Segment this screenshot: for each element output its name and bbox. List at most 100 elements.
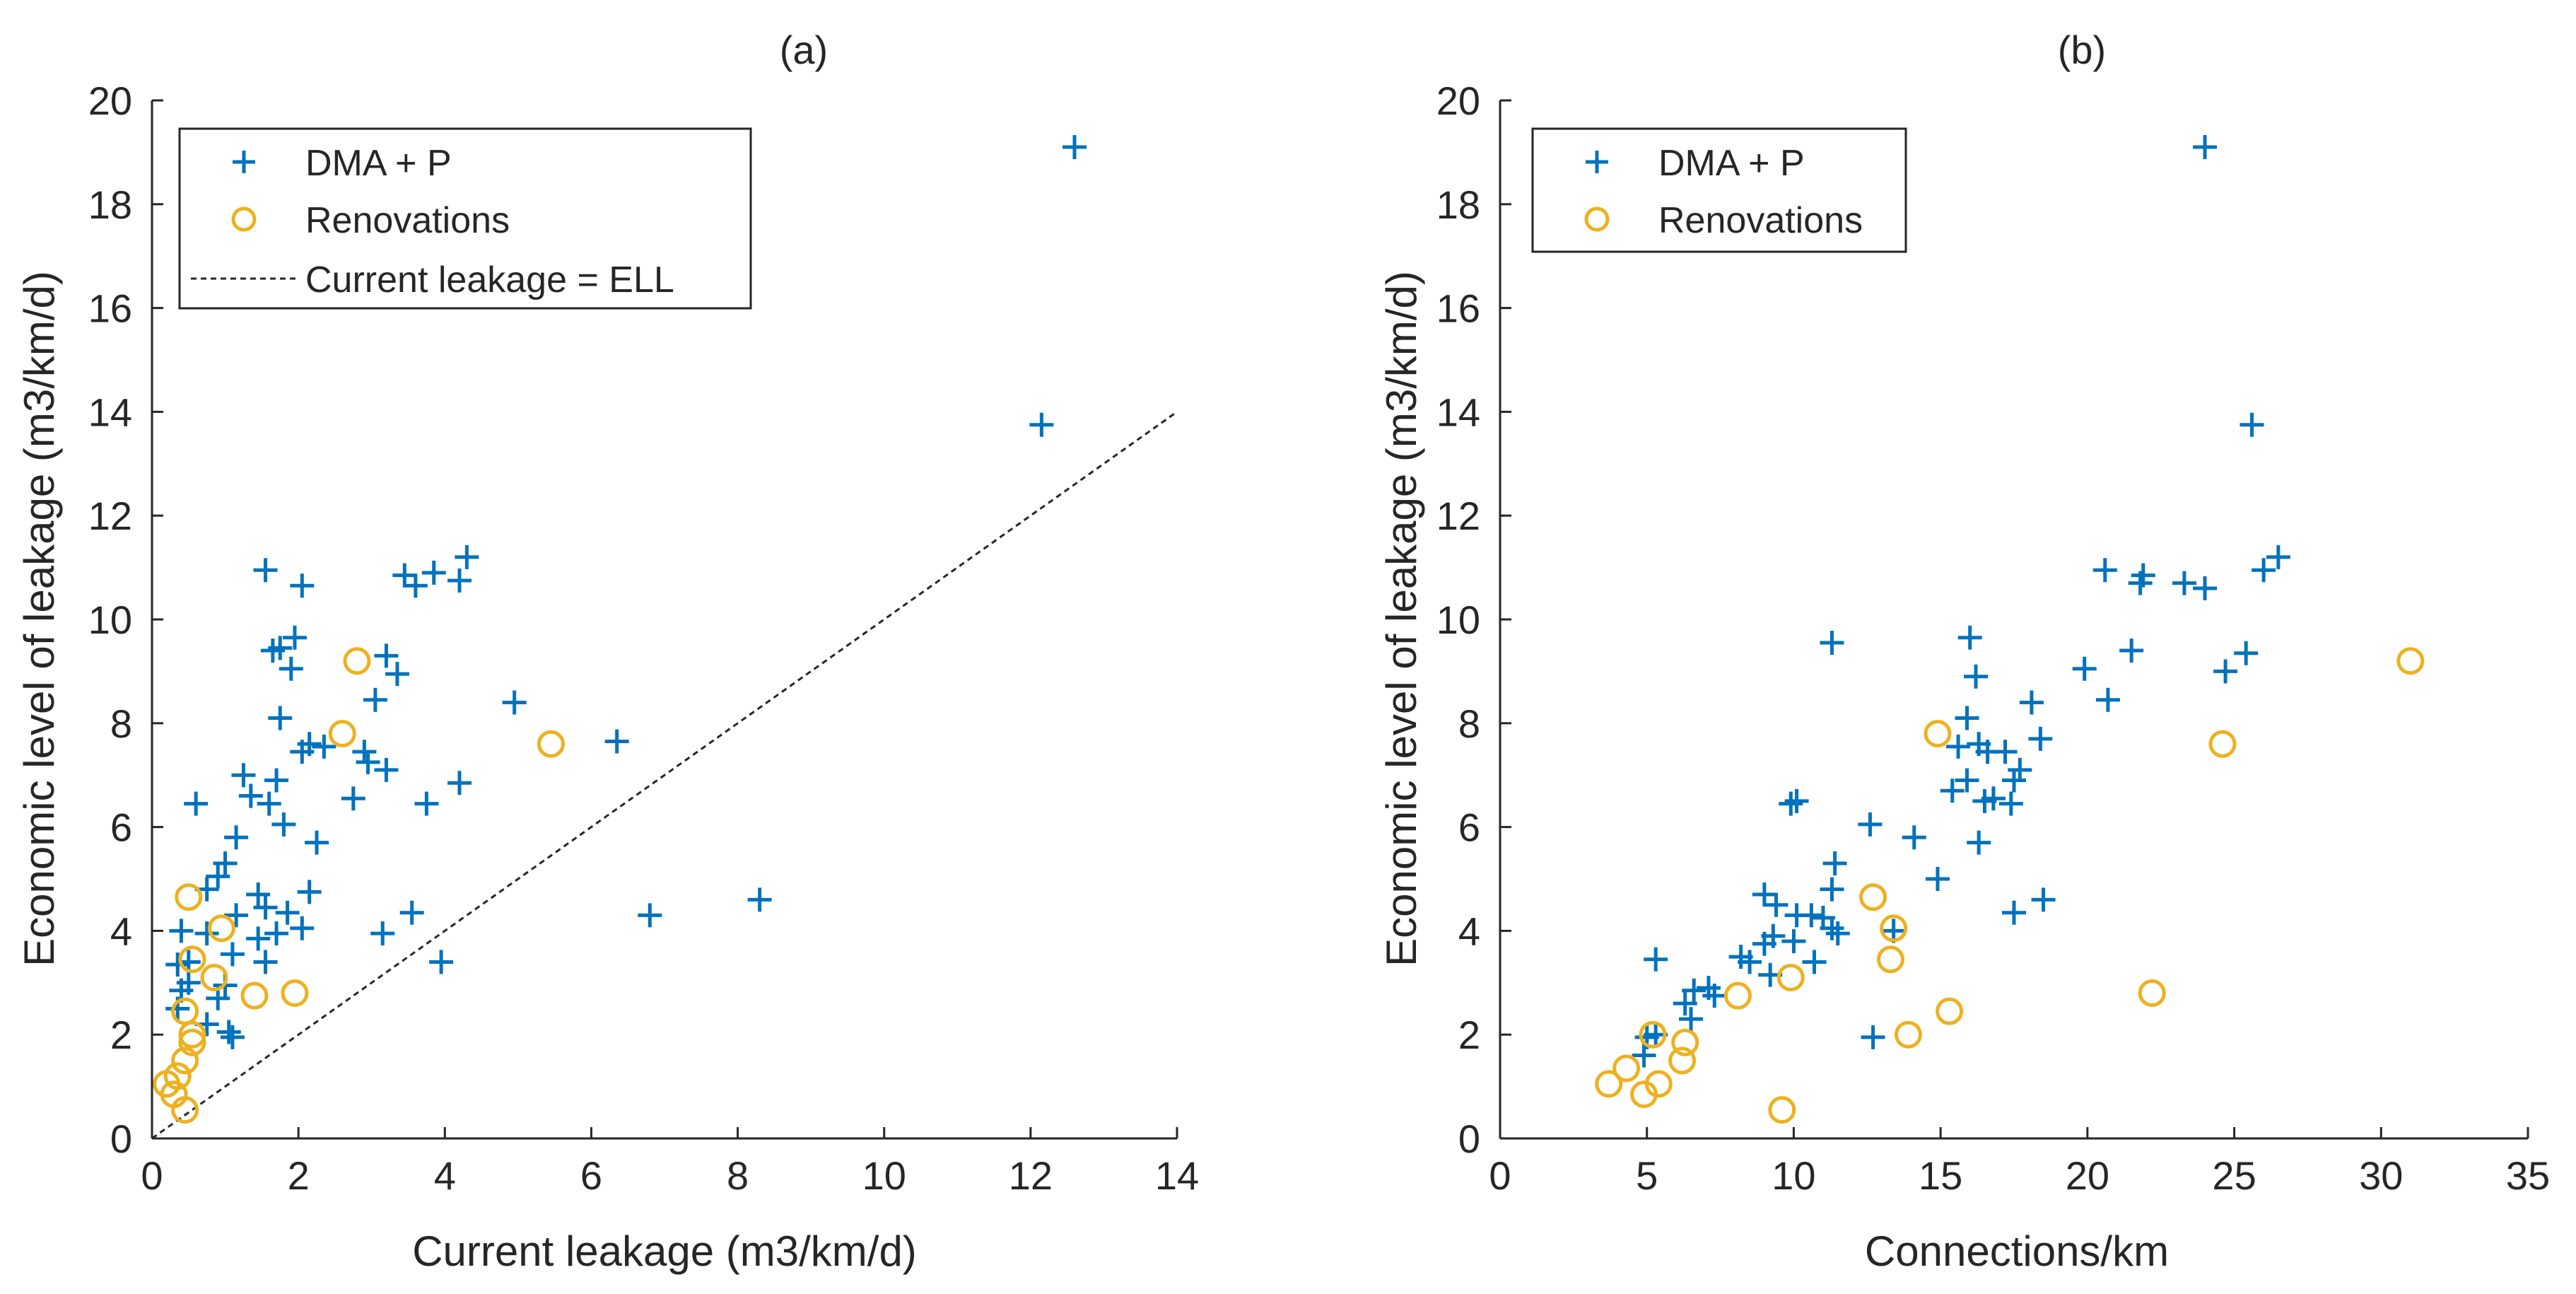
- dma-point: [374, 757, 399, 782]
- y-tick-label: 2: [110, 1013, 132, 1057]
- dma-point: [260, 639, 285, 663]
- panel-b: (b) 0 5 10 15 20 25 30 35 0 2 4 6 8 10 12 14 16 18 20 Conn…: [1378, 28, 2550, 1275]
- legend-label-renovations: Renovations: [1658, 200, 1863, 241]
- dma-point: [403, 573, 428, 598]
- dma-point: [194, 921, 219, 946]
- dma-point: [271, 812, 296, 837]
- renovation-point: [1630, 1080, 1658, 1109]
- dma-point: [1779, 791, 1803, 816]
- dma-point: [1764, 892, 1788, 917]
- dma-point: [264, 921, 289, 946]
- dma-point: [2002, 900, 2026, 925]
- panel-a-x-axis-label: Current leakage (m3/km/d): [412, 1228, 917, 1275]
- dma-point: [224, 825, 249, 850]
- y-tick-label: 4: [1458, 909, 1480, 953]
- legend-dma-marker: [233, 151, 255, 173]
- dma-point: [1673, 991, 1697, 1016]
- dma-point: [2266, 544, 2290, 569]
- renovation-point: [537, 730, 565, 758]
- dma-point: [1682, 978, 1706, 1003]
- dma-point: [1861, 1025, 1885, 1049]
- dma-point: [2031, 887, 2056, 912]
- renovation-point: [1595, 1070, 1623, 1098]
- y-tick-label: 4: [110, 909, 132, 953]
- renovation-point: [1936, 997, 1964, 1025]
- scatter-points-layer: [1595, 135, 2425, 1124]
- dma-point: [297, 880, 322, 904]
- dma-point: [1644, 947, 1668, 972]
- dma-point: [220, 1025, 245, 1049]
- dma-point: [1972, 788, 1997, 813]
- dma-point: [290, 916, 315, 940]
- dma-point: [224, 903, 249, 928]
- dma-point: [429, 950, 454, 974]
- dma-point: [638, 903, 662, 928]
- dma-point: [1963, 664, 1988, 689]
- panel-a-y-axis-label: Economic level of leakage (m3/km/d): [16, 271, 63, 967]
- x-tick-label: 0: [141, 1153, 163, 1198]
- renovation-point: [178, 945, 206, 974]
- dma-point: [253, 950, 278, 974]
- y-tick-label: 18: [88, 182, 132, 227]
- legend-renovations-marker: [231, 206, 257, 232]
- dma-point: [1784, 788, 1809, 813]
- x-tick-label: 30: [2359, 1153, 2403, 1198]
- reference-line-layer: [151, 411, 1178, 1140]
- y-tick-label: 14: [1436, 390, 1480, 434]
- dma-point: [2092, 558, 2117, 583]
- dma-point: [1799, 903, 1824, 928]
- dma-point: [1998, 791, 2023, 816]
- dma-point: [216, 1020, 241, 1044]
- dma-point: [421, 560, 446, 585]
- renovation-point: [1859, 883, 1887, 911]
- dma-point: [1967, 830, 1991, 855]
- renovation-point: [1924, 719, 1952, 747]
- x-tick-label: 35: [2506, 1153, 2550, 1198]
- scatter-points-layer: [153, 135, 1087, 1124]
- dma-point: [1955, 768, 1979, 793]
- renovation-point: [200, 963, 228, 991]
- axes-layer: 0 5 10 15 20 25 30 35 0 2 4 6 8 10 12 14 16 18 20: [1436, 78, 2550, 1198]
- dma-point: [246, 882, 271, 907]
- dma-point: [2028, 726, 2053, 751]
- y-tick-label: 14: [88, 390, 132, 434]
- dma-point: [165, 952, 190, 977]
- x-tick-label: 14: [1155, 1153, 1199, 1198]
- dma-point: [392, 563, 417, 588]
- y-tick-label: 12: [88, 494, 132, 538]
- dma-point: [2234, 641, 2259, 665]
- dma-point: [290, 573, 315, 598]
- dma-point: [1029, 412, 1054, 437]
- renovation-point: [328, 719, 356, 747]
- dma-point: [1822, 851, 1847, 875]
- renovation-point: [171, 1047, 199, 1075]
- x-tick-label: 25: [2212, 1153, 2256, 1198]
- dma-point: [455, 544, 479, 569]
- dma-point: [447, 771, 472, 795]
- renovation-point: [207, 914, 235, 943]
- renovation-point: [1768, 1096, 1796, 1124]
- panel-a: (a) 0 2 4 6 8 10 12 14 0 2 4 6 8 10 12 14 16 18 20 Current…: [16, 28, 1199, 1275]
- dma-point: [1702, 984, 1727, 1008]
- dma-point: [2019, 690, 2044, 715]
- legend-renovations-marker: [1584, 206, 1610, 232]
- renovation-point: [1880, 914, 1908, 943]
- dma-point: [238, 783, 263, 808]
- dma-point: [1925, 867, 1950, 891]
- dma-point: [604, 729, 629, 754]
- renovation-point: [175, 883, 203, 911]
- renovation-point: [240, 981, 269, 1010]
- panel-a-legend: DMA + P Renovations Current leakage = EL…: [178, 127, 752, 310]
- legend-dma-marker: [1586, 151, 1608, 173]
- y-tick-label: 0: [1458, 1117, 1480, 1161]
- dma-point: [305, 830, 329, 855]
- dma-point: [2213, 659, 2238, 684]
- legend-label-reference-line: Current leakage = ELL: [305, 260, 674, 301]
- renovation-point: [1894, 1020, 1922, 1049]
- dma-point: [2119, 639, 2144, 663]
- y-tick-label: 8: [1458, 701, 1480, 746]
- y-tick-label: 20: [1436, 78, 1480, 123]
- dma-point: [1802, 950, 1827, 974]
- dma-point: [282, 625, 307, 650]
